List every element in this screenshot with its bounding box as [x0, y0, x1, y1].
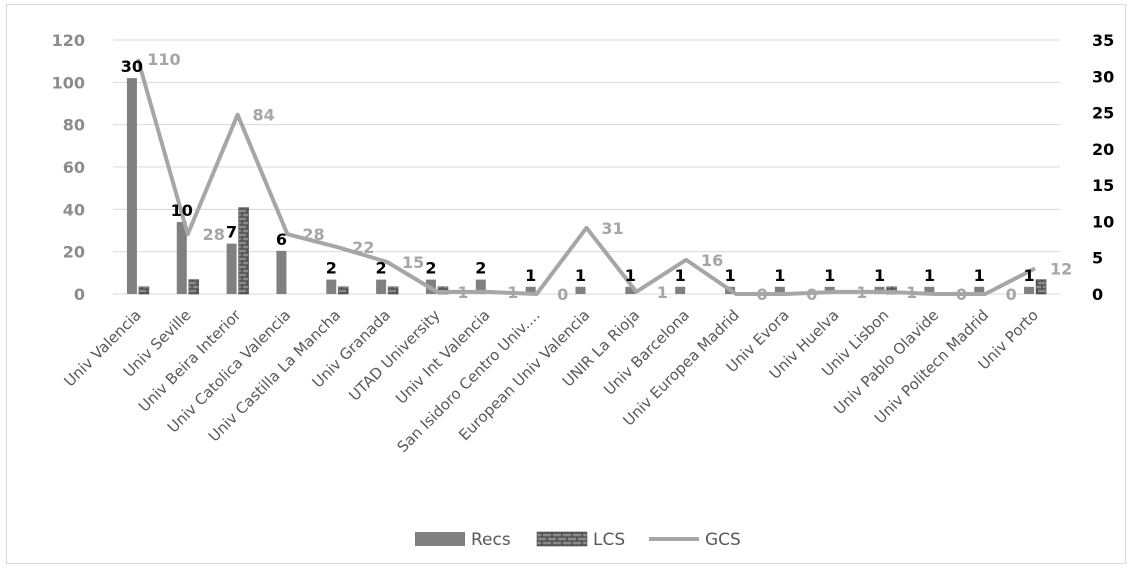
gcs-data-label: 1: [507, 283, 518, 302]
gcs-data-label: 1: [657, 283, 668, 302]
bar-recs: [625, 286, 636, 294]
recs-data-label: 30: [121, 57, 143, 76]
y-left-tick-label: 120: [52, 31, 85, 50]
gcs-data-label: 15: [402, 253, 424, 272]
bar-recs: [276, 250, 287, 294]
recs-data-label: 1: [525, 266, 536, 285]
bar-lcs: [188, 279, 200, 295]
gcs-line: [135, 58, 1036, 296]
legend-label: LCS: [593, 530, 625, 550]
recs-data-label: 1: [774, 266, 785, 285]
bar-recs: [575, 286, 586, 294]
bar-recs: [1024, 286, 1035, 294]
gcs-data-label: 16: [701, 251, 723, 270]
bar-recs: [176, 222, 187, 294]
bar-recs: [475, 279, 486, 294]
bar-recs: [974, 286, 985, 294]
gcs-data-label: 0: [756, 285, 767, 304]
bar-lcs: [337, 286, 349, 295]
legend-swatch-recs: [415, 532, 465, 546]
gridlines: [113, 39, 1060, 295]
gcs-data-label: 28: [302, 225, 324, 244]
y-left-tick-label: 80: [63, 116, 85, 135]
bar-recs: [126, 78, 137, 294]
gcs-data-label: 0: [806, 285, 817, 304]
bar-lcs: [387, 286, 399, 295]
legend: Recs LCS GCS: [415, 530, 741, 550]
recs-data-label: 1: [625, 266, 636, 285]
bar-recs: [376, 279, 387, 294]
bar-recs: [326, 279, 337, 294]
recs-data-label: 1: [974, 266, 985, 285]
recs-data-label: 2: [376, 259, 387, 278]
y-left-tick-label: 0: [74, 285, 85, 304]
recs-data-label: 1: [575, 266, 586, 285]
y-left-tick-label: 20: [63, 243, 85, 262]
y-right-tick-label: 30: [1092, 67, 1114, 86]
y-right-tick-label: 35: [1092, 31, 1114, 50]
bar-recs: [924, 286, 935, 294]
y-right-tick-label: 10: [1092, 212, 1114, 231]
gcs-data-label: 1: [457, 283, 468, 302]
chart-frame: 30 110 10 28 7 84 6 28 2 22 2 15 2 1 2 1 1 0 1 31 1 1 1 16 1 0 1 0 1…: [6, 4, 1126, 564]
gcs-data-label: 1: [906, 283, 917, 302]
recs-data-label: 6: [276, 230, 287, 249]
y-right-tick-label: 0: [1092, 285, 1103, 304]
legend-label: GCS: [705, 530, 741, 550]
x-category-label: Univ Barcelona: [600, 306, 693, 399]
y-left-tick-label: 60: [63, 158, 85, 177]
recs-data-label: 1: [824, 266, 835, 285]
recs-data-label: 1: [1024, 266, 1035, 285]
y-right-tick-label: 25: [1092, 104, 1114, 123]
recs-data-label: 2: [425, 259, 436, 278]
gcs-data-label: 0: [956, 285, 967, 304]
gcs-data-label: 12: [1050, 259, 1072, 278]
recs-data-label: 2: [326, 259, 337, 278]
legend-label: Recs: [471, 530, 511, 550]
y-right-tick-label: 20: [1092, 140, 1114, 159]
y-right-tick-label: 15: [1092, 176, 1114, 195]
gcs-data-label: 0: [557, 285, 568, 304]
recs-data-label: 7: [226, 223, 237, 242]
gcs-data-label: 1: [856, 283, 867, 302]
gcs-data-label: 28: [203, 225, 225, 244]
gcs-data-label: 0: [1006, 285, 1017, 304]
gcs-data-label: 22: [352, 238, 374, 257]
y-right-tick-label: 5: [1092, 249, 1103, 268]
x-category-label: UTAD University: [345, 306, 444, 405]
bar-recs: [675, 286, 686, 294]
bar-lcs: [238, 207, 249, 295]
recs-data-label: 1: [724, 266, 735, 285]
bar-lcs: [138, 286, 150, 295]
gcs-data-label: 110: [147, 50, 180, 69]
recs-data-label: 1: [874, 266, 885, 285]
bar-recs: [774, 286, 785, 294]
legend-swatch-lcs: [536, 531, 588, 547]
bar-recs: [525, 286, 536, 294]
x-category-label: Univ Int Valencia: [392, 306, 494, 408]
recs-data-label: 10: [171, 201, 193, 220]
line-series: [135, 58, 1036, 296]
bar-recs: [226, 243, 237, 294]
y-left-tick-label: 40: [63, 200, 85, 219]
bar-lcs: [1035, 279, 1047, 295]
gcs-data-label: 84: [252, 106, 274, 125]
recs-data-label: 2: [475, 259, 486, 278]
recs-data-label: 1: [924, 266, 935, 285]
y-left-tick-label: 100: [52, 73, 85, 92]
recs-data-label: 1: [675, 266, 686, 285]
gcs-data-label: 31: [601, 219, 623, 238]
